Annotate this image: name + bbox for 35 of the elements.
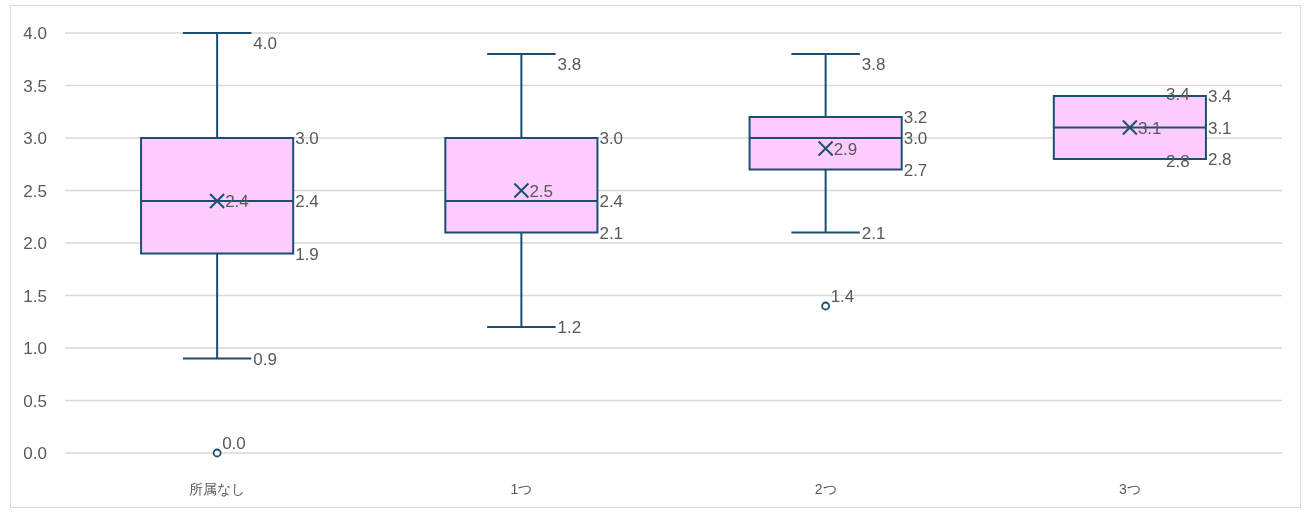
x-tick-label: 1つ <box>510 481 533 497</box>
annotation: 0.0 <box>222 434 246 453</box>
y-tick-label: 3.5 <box>23 76 47 96</box>
annotation: 3.8 <box>557 55 582 74</box>
annotation: 4.0 <box>253 34 277 53</box>
x-tick-label: 所属なし <box>189 481 246 497</box>
annotation: 3.1 <box>1207 118 1232 138</box>
x-tick-label: 3つ <box>1118 481 1141 497</box>
annotation: 2.5 <box>529 181 554 201</box>
annotation: 3.0 <box>599 129 624 148</box>
y-tick-label: 3.0 <box>23 129 47 148</box>
annotation: 2.9 <box>833 139 858 159</box>
annotation: 3.2 <box>903 108 928 127</box>
annotation: 2.8 <box>1207 150 1232 169</box>
annotation: 3.0 <box>295 129 319 148</box>
y-tick-label: 2.5 <box>23 181 47 201</box>
annotation: 2.1 <box>861 223 886 243</box>
annotation: 2.4 <box>599 192 624 211</box>
y-tick-label: 0.0 <box>23 444 47 463</box>
annotation: 2.1 <box>599 223 624 243</box>
annotation: 3.4 <box>1207 87 1232 106</box>
annotation: 2.7 <box>903 160 928 180</box>
annotation: 3.0 <box>903 129 928 148</box>
y-tick-label: 0.5 <box>23 391 47 411</box>
y-tick-label: 1.0 <box>23 339 47 358</box>
y-tick-label: 2.0 <box>23 234 47 253</box>
annotation: 1.2 <box>557 318 582 337</box>
annotation: 0.9 <box>253 349 277 369</box>
annotation: 1.9 <box>295 244 319 264</box>
annotation: 1.4 <box>830 287 855 306</box>
x-tick-label: 2つ <box>814 481 837 497</box>
annotation: 3.8 <box>861 55 886 74</box>
y-tick-label: 1.5 <box>23 286 47 306</box>
annotation: 2.4 <box>295 192 319 211</box>
y-tick-label: 4.0 <box>23 24 47 43</box>
